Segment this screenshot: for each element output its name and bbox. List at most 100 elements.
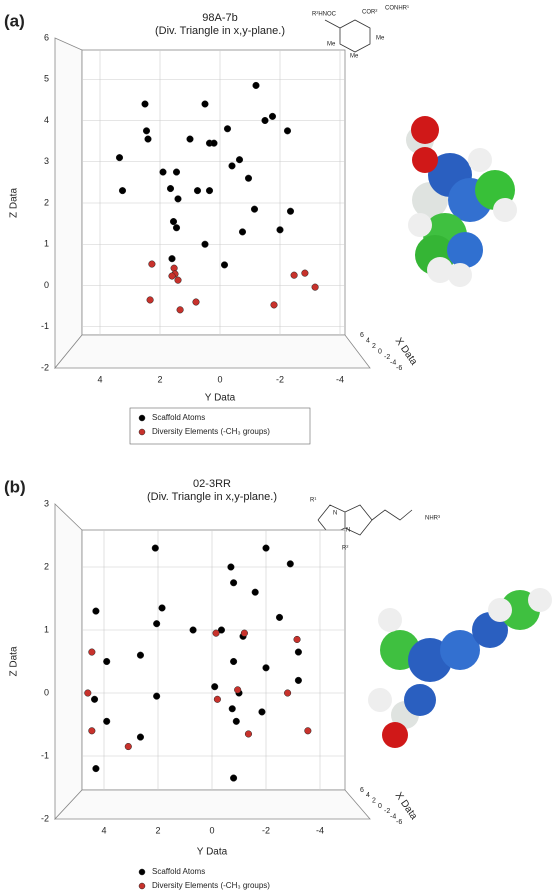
point xyxy=(193,299,200,306)
point xyxy=(153,620,160,627)
point xyxy=(175,196,182,203)
point xyxy=(213,630,220,637)
panel-label: (a) xyxy=(4,11,25,30)
point xyxy=(152,545,159,552)
point xyxy=(253,82,260,89)
point xyxy=(142,101,149,108)
point xyxy=(263,545,270,552)
point xyxy=(170,218,177,225)
point xyxy=(251,206,258,213)
x-tick-label: 0 xyxy=(217,374,222,384)
y-tick-label: 5 xyxy=(44,74,49,84)
chart-subtitle: (Div. Triangle in x,y-plane.) xyxy=(155,25,285,37)
point xyxy=(221,262,228,269)
x-tick-label: 2 xyxy=(155,825,160,835)
depth-tick-label: 2 xyxy=(372,343,376,350)
legend-marker xyxy=(139,869,145,875)
point xyxy=(190,627,197,634)
structure-label: N xyxy=(346,528,350,534)
back-wall xyxy=(82,530,345,790)
point xyxy=(160,169,167,176)
x-tick-label: -4 xyxy=(336,374,344,384)
point xyxy=(277,227,284,234)
point xyxy=(85,690,92,697)
point xyxy=(202,241,209,248)
point xyxy=(276,614,283,621)
point xyxy=(153,693,160,700)
legend-marker xyxy=(139,415,145,421)
point xyxy=(239,229,246,236)
y-tick-label: -2 xyxy=(41,362,49,372)
point xyxy=(236,156,243,163)
depth-tick-label: 6 xyxy=(360,332,364,339)
point xyxy=(145,136,152,143)
depth-axis-title: X Data xyxy=(393,336,420,368)
point xyxy=(137,652,144,659)
y-tick-label: 3 xyxy=(44,498,49,508)
point xyxy=(93,765,100,772)
y-axis-title: Z Data xyxy=(9,646,20,676)
y-tick-label: -2 xyxy=(41,813,49,823)
point xyxy=(259,709,266,716)
point xyxy=(211,683,218,690)
x-tick-label: 4 xyxy=(101,825,106,835)
depth-tick-label: 0 xyxy=(378,803,382,810)
point xyxy=(169,255,176,262)
point xyxy=(167,185,174,192)
point xyxy=(302,270,309,277)
point xyxy=(233,718,240,725)
point xyxy=(194,187,201,194)
y-tick-label: 2 xyxy=(44,561,49,571)
point xyxy=(291,272,298,279)
point xyxy=(287,208,294,215)
structure-label: N xyxy=(333,511,337,517)
x-axis-title: Y Data xyxy=(205,393,236,404)
floor xyxy=(55,790,370,819)
x-tick-label: -2 xyxy=(276,374,284,384)
chart-title: 02-3RR xyxy=(193,478,231,490)
point xyxy=(173,224,180,231)
legend-label: Scaffold Atoms xyxy=(152,867,205,876)
point xyxy=(125,743,132,750)
y-tick-label: 0 xyxy=(44,280,49,290)
point xyxy=(263,665,270,672)
legend-marker xyxy=(139,429,145,435)
legend-label: Scaffold Atoms xyxy=(152,413,205,422)
point xyxy=(230,579,237,586)
point xyxy=(252,589,259,596)
panel-label: (b) xyxy=(4,477,26,496)
legend-label: Diversity Elements (-CH₃ groups) xyxy=(152,881,270,890)
x-tick-label: 4 xyxy=(97,374,102,384)
point xyxy=(119,187,126,194)
point xyxy=(93,608,100,615)
x-tick-label: -4 xyxy=(316,825,324,835)
point xyxy=(295,649,302,656)
point xyxy=(305,728,312,735)
point xyxy=(295,677,302,684)
point xyxy=(187,136,194,143)
y-tick-label: 6 xyxy=(44,32,49,42)
y-tick-label: -1 xyxy=(41,321,49,331)
point xyxy=(173,169,180,176)
structure-label: NHR³ xyxy=(425,516,440,522)
x-axis-title: Y Data xyxy=(197,847,228,858)
depth-tick-label: -6 xyxy=(396,819,402,826)
point xyxy=(175,277,182,284)
floor xyxy=(55,335,370,368)
point xyxy=(149,261,156,268)
structure-label: Me xyxy=(376,36,385,42)
legend-label: Diversity Elements (-CH₃ groups) xyxy=(152,427,270,436)
point xyxy=(147,297,154,304)
point xyxy=(137,734,144,741)
point xyxy=(230,775,237,782)
left-wall xyxy=(55,504,82,819)
point xyxy=(287,561,294,568)
depth-axis-title: X Data xyxy=(393,790,420,822)
point xyxy=(245,731,252,738)
depth-tick-label: 0 xyxy=(378,348,382,355)
point xyxy=(169,273,176,280)
point xyxy=(177,307,184,314)
chart-subtitle: (Div. Triangle in x,y-plane.) xyxy=(147,491,277,503)
point xyxy=(224,125,231,132)
structure-label: Me xyxy=(327,42,336,48)
